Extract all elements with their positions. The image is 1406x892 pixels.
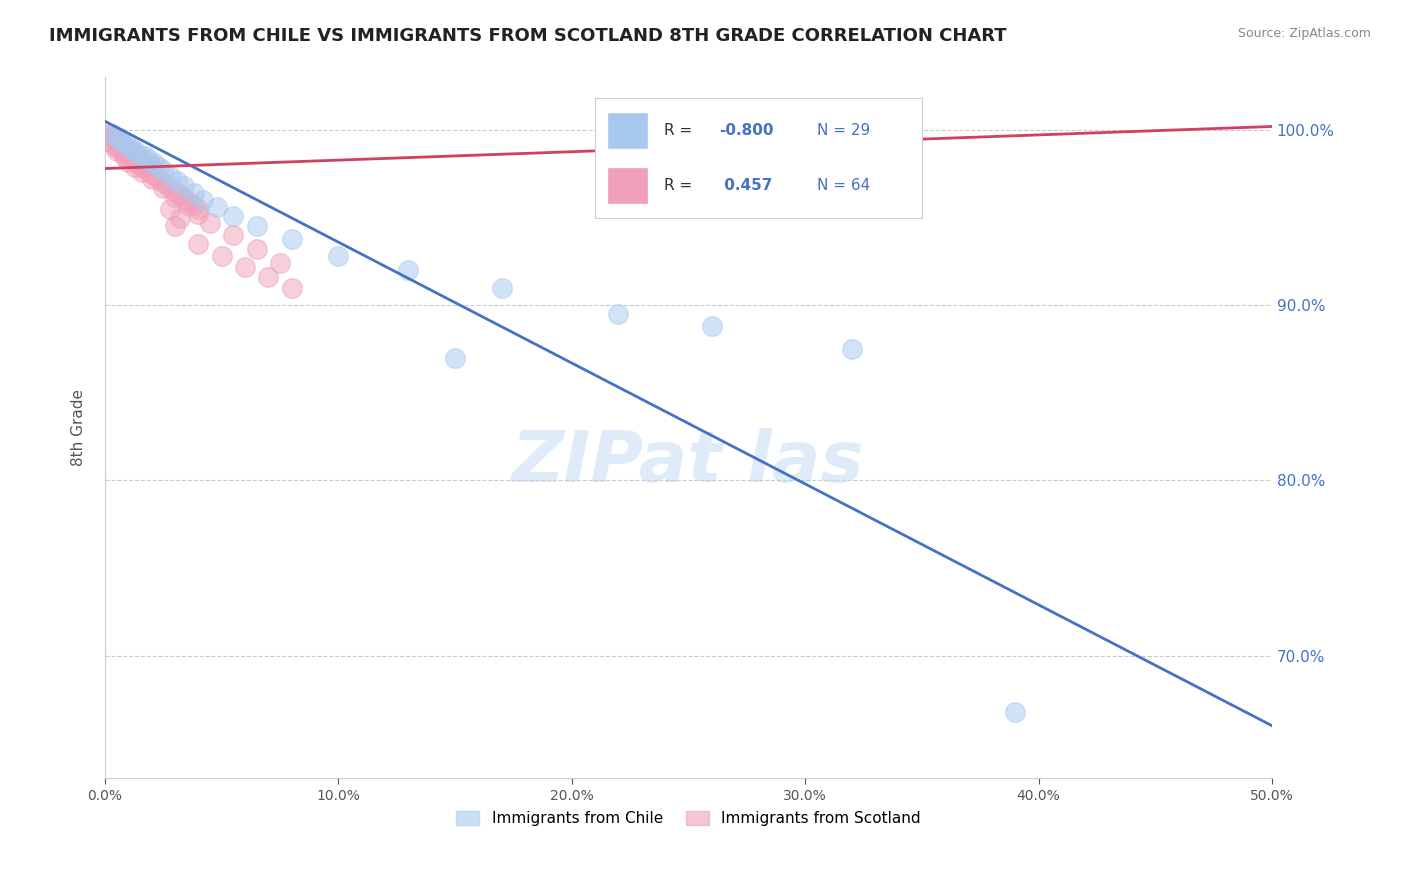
Point xyxy=(176,198,198,212)
Point xyxy=(115,136,138,151)
Point xyxy=(794,127,817,141)
Point xyxy=(169,211,191,225)
Point xyxy=(166,174,188,188)
Point xyxy=(211,249,233,263)
Point xyxy=(187,207,209,221)
Point xyxy=(105,130,128,145)
Point xyxy=(103,132,125,146)
Point xyxy=(134,154,156,169)
Point xyxy=(163,184,186,198)
Y-axis label: 8th Grade: 8th Grade xyxy=(72,389,86,467)
Point xyxy=(110,136,132,151)
Point xyxy=(108,142,131,156)
Point xyxy=(187,236,209,251)
Point xyxy=(150,174,173,188)
Point xyxy=(257,270,280,285)
Point xyxy=(155,178,177,192)
Point xyxy=(222,228,245,243)
Point xyxy=(169,187,191,202)
Point xyxy=(122,153,145,167)
Point xyxy=(198,216,221,230)
Text: ZIPat las: ZIPat las xyxy=(512,428,865,498)
Point xyxy=(280,232,302,246)
Point xyxy=(163,219,186,234)
Point xyxy=(131,165,153,179)
Point xyxy=(136,163,159,178)
Point xyxy=(138,158,160,172)
Point xyxy=(96,127,118,141)
Point xyxy=(124,160,146,174)
Point xyxy=(112,149,135,163)
Point xyxy=(112,138,135,153)
Point xyxy=(145,170,167,185)
Point xyxy=(98,135,121,149)
Point xyxy=(159,202,181,216)
Point xyxy=(129,151,152,165)
Point xyxy=(117,154,139,169)
Point xyxy=(1004,705,1026,719)
Point xyxy=(700,319,723,334)
Point xyxy=(117,142,139,156)
Point xyxy=(101,127,124,141)
Point xyxy=(141,172,163,186)
Point xyxy=(122,145,145,160)
Point xyxy=(233,260,256,274)
Point xyxy=(141,167,163,181)
Point xyxy=(187,202,209,216)
Legend: Immigrants from Chile, Immigrants from Scotland: Immigrants from Chile, Immigrants from S… xyxy=(449,804,928,834)
Point xyxy=(152,181,174,195)
Point xyxy=(148,160,170,174)
Point xyxy=(246,219,269,234)
Point xyxy=(110,134,132,148)
Point xyxy=(117,149,139,163)
Point xyxy=(108,135,131,149)
Point xyxy=(159,181,181,195)
Point xyxy=(103,138,125,153)
Point xyxy=(328,249,350,263)
Point xyxy=(143,156,166,170)
Point xyxy=(129,147,152,161)
Point xyxy=(269,256,291,270)
Point xyxy=(191,193,214,207)
Point xyxy=(127,149,149,163)
Point xyxy=(112,145,135,160)
Point xyxy=(280,281,302,295)
Point xyxy=(98,128,121,143)
Point xyxy=(246,242,269,256)
Point xyxy=(105,134,128,148)
Point xyxy=(120,140,142,154)
Point xyxy=(183,186,205,200)
Point xyxy=(124,147,146,161)
Point xyxy=(205,200,228,214)
Point xyxy=(152,163,174,178)
Point xyxy=(120,144,142,158)
Point xyxy=(131,153,153,167)
Point xyxy=(607,307,630,321)
Text: Source: ZipAtlas.com: Source: ZipAtlas.com xyxy=(1237,27,1371,40)
Point xyxy=(141,160,163,174)
Text: IMMIGRANTS FROM CHILE VS IMMIGRANTS FROM SCOTLAND 8TH GRADE CORRELATION CHART: IMMIGRANTS FROM CHILE VS IMMIGRANTS FROM… xyxy=(49,27,1007,45)
Point xyxy=(173,179,195,194)
Point xyxy=(101,130,124,145)
Point xyxy=(444,351,467,365)
Point xyxy=(124,144,146,158)
Point xyxy=(115,140,138,154)
Point xyxy=(159,169,181,183)
Point xyxy=(222,209,245,223)
Point xyxy=(863,128,886,143)
Point xyxy=(396,263,419,277)
Point xyxy=(491,281,513,295)
Point xyxy=(138,153,160,167)
Point xyxy=(177,194,200,209)
Point xyxy=(127,156,149,170)
Point xyxy=(136,156,159,170)
Point xyxy=(163,189,186,203)
Point xyxy=(131,160,153,174)
Point xyxy=(183,198,205,212)
Point xyxy=(173,191,195,205)
Point xyxy=(105,144,128,158)
Point xyxy=(134,149,156,163)
Point xyxy=(841,342,863,356)
